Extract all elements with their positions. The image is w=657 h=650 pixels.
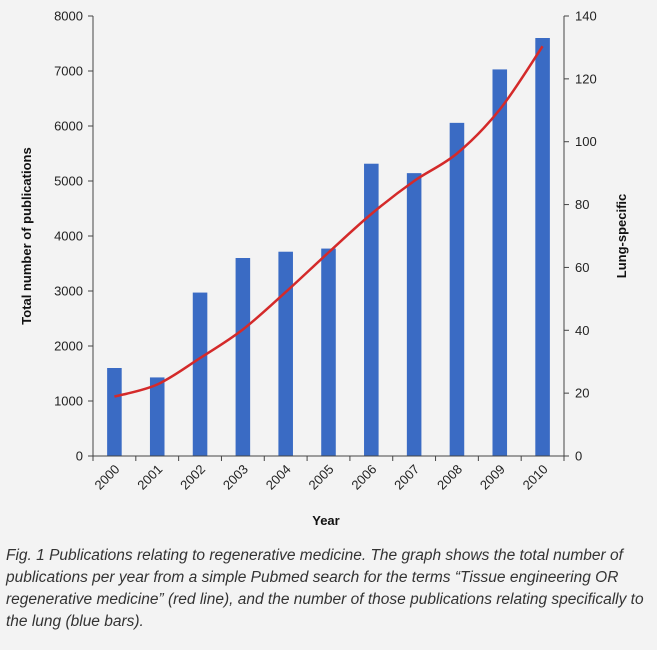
right-tick-label: 40 bbox=[575, 323, 589, 338]
right-tick-label: 80 bbox=[575, 197, 589, 212]
left-tick-label: 8000 bbox=[54, 9, 83, 24]
right-tick-label: 60 bbox=[575, 260, 589, 275]
chart: 0 1000 2000 3000 4000 5000 6000 7000 8000 0 20 40 60… bbox=[19, 9, 629, 529]
left-tick-label: 5000 bbox=[54, 174, 83, 189]
bar bbox=[321, 248, 336, 456]
x-tick-label: 2010 bbox=[520, 462, 551, 493]
x-tick-label: 2003 bbox=[220, 462, 251, 493]
line-layer bbox=[114, 45, 544, 398]
bar bbox=[406, 173, 422, 456]
bar bbox=[235, 258, 251, 456]
bar bbox=[364, 163, 379, 456]
right-tick-label: 100 bbox=[575, 134, 597, 149]
bar bbox=[192, 292, 208, 456]
bar bbox=[449, 122, 465, 456]
x-tick-label: 2008 bbox=[434, 462, 465, 493]
right-tick-label: 140 bbox=[575, 9, 597, 24]
right-tick-label: 20 bbox=[575, 386, 589, 401]
left-tick-label: 2000 bbox=[54, 339, 83, 354]
x-tick-label: 2007 bbox=[391, 462, 422, 493]
x-axis-title: Year bbox=[312, 513, 339, 528]
right-tick-label: 0 bbox=[575, 449, 582, 464]
x-tick-label: 2002 bbox=[177, 462, 208, 493]
bar bbox=[278, 251, 293, 456]
bar bbox=[107, 368, 122, 456]
left-tick-label: 1000 bbox=[54, 394, 83, 409]
x-tick-label: 2001 bbox=[134, 462, 165, 493]
left-tick-label: 7000 bbox=[54, 64, 83, 79]
bar bbox=[492, 69, 508, 456]
bar bbox=[149, 377, 165, 456]
x-tick-label: 2005 bbox=[306, 462, 337, 493]
x-tick-label: 2000 bbox=[91, 462, 122, 493]
left-tick-label: 0 bbox=[76, 449, 83, 464]
axes-layer: 0 1000 2000 3000 4000 5000 6000 7000 8000 0 20 40 60… bbox=[54, 9, 597, 493]
left-tick-label: 6000 bbox=[54, 119, 83, 134]
x-tick-label: 2004 bbox=[263, 462, 294, 493]
figure-caption: Fig. 1 Publications relating to regenera… bbox=[6, 547, 644, 630]
right-tick-label: 120 bbox=[575, 71, 597, 86]
x-tick-label: 2006 bbox=[348, 462, 379, 493]
right-y-axis-title: Lung-specific bbox=[614, 194, 629, 279]
left-y-axis-title: Total number of publications bbox=[19, 147, 34, 324]
left-tick-label: 3000 bbox=[54, 284, 83, 299]
left-tick-label: 4000 bbox=[54, 229, 83, 244]
bar bbox=[535, 38, 550, 456]
x-tick-label: 2009 bbox=[477, 462, 508, 493]
series-line bbox=[114, 45, 544, 398]
bars-layer bbox=[107, 38, 550, 456]
